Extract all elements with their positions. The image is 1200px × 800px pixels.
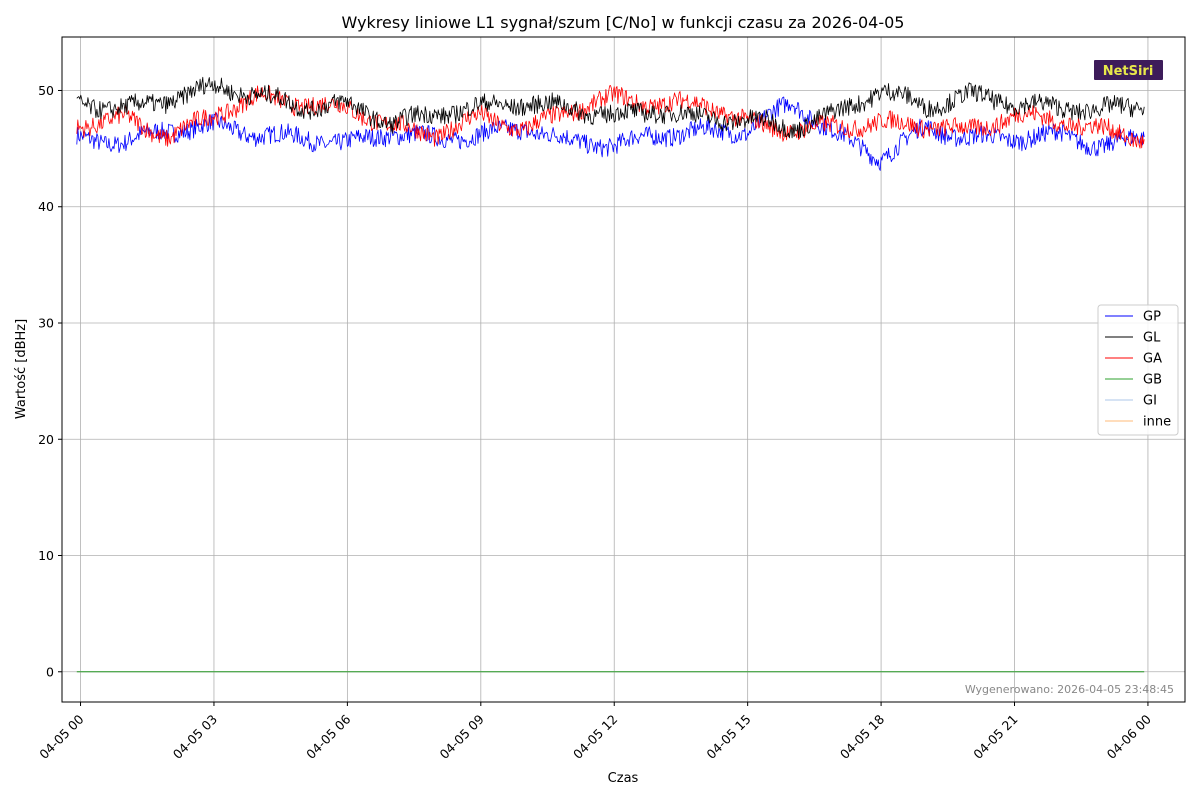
x-tick-label: 04-05 18 <box>837 711 887 761</box>
series-line-gl <box>76 76 1145 139</box>
y-tick-label: 30 <box>38 315 54 330</box>
x-tick-label: 04-05 12 <box>570 712 620 762</box>
legend-label-inne: inne <box>1143 415 1171 430</box>
x-tick-label: 04-05 03 <box>170 712 220 762</box>
y-tick-label: 50 <box>38 83 54 98</box>
series-lines <box>76 76 1145 673</box>
x-tick-label: 04-05 00 <box>36 711 86 761</box>
grid <box>62 37 1185 702</box>
y-axis-label: Wartość [dBHz] <box>14 319 29 419</box>
legend-label-gl: GL <box>1143 331 1161 346</box>
badge-text: NetSiri <box>1103 64 1154 79</box>
y-tick-label: 10 <box>38 548 54 563</box>
legend-label-gi: GI <box>1143 394 1157 409</box>
y-tick-label: 0 <box>46 664 54 679</box>
generated-timestamp: Wygenerowano: 2026-04-05 23:48:45 <box>965 683 1174 696</box>
plot-area <box>61 36 1186 703</box>
x-tick-label: 04-06 00 <box>1104 711 1154 761</box>
x-tick-label: 04-05 06 <box>303 711 353 761</box>
y-tick-label: 20 <box>38 432 54 447</box>
x-tick-label: 04-05 09 <box>437 711 487 761</box>
legend-label-ga: GA <box>1143 352 1162 367</box>
x-tick-label: 04-05 21 <box>970 712 1020 762</box>
x-axis-label: Czas <box>608 771 639 786</box>
legend-label-gb: GB <box>1143 373 1162 388</box>
y-axis-ticks: 0 10 20 30 40 50 <box>38 83 62 679</box>
brand-badge: NetSiri <box>1094 60 1163 80</box>
series-line-gp <box>76 96 1145 171</box>
chart-title: Wykresy liniowe L1 sygnał/szum [C/No] w … <box>342 13 905 32</box>
x-tick-label: 04-05 15 <box>703 712 753 762</box>
y-tick-label: 40 <box>38 199 54 214</box>
legend: GP GL GA GB GI inne <box>1097 304 1179 436</box>
x-axis-ticks: 04-05 00 04-05 03 04-05 06 04-05 09 04-05 12… <box>36 702 1154 762</box>
badge-background <box>1094 60 1163 80</box>
legend-label-gp: GP <box>1143 310 1161 325</box>
